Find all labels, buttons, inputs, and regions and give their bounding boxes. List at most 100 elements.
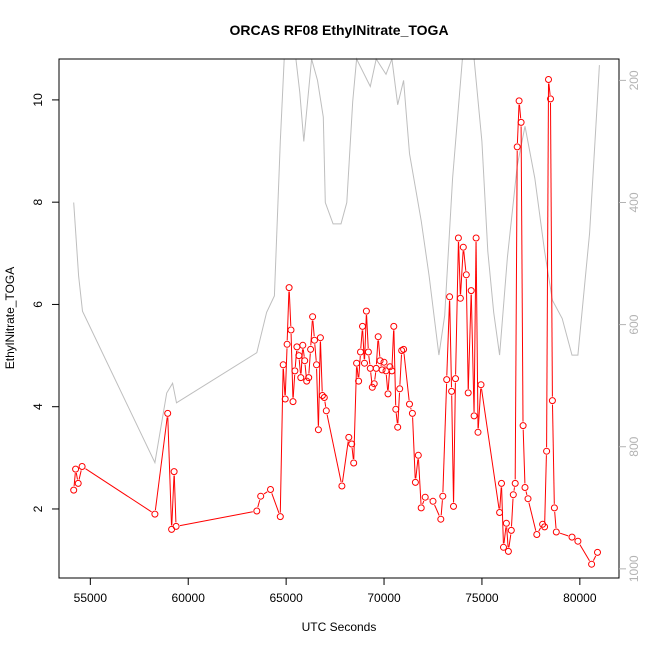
series-line-segment bbox=[475, 241, 479, 429]
series-line-segment bbox=[410, 407, 412, 410]
data-point bbox=[498, 479, 505, 487]
data-point bbox=[496, 509, 504, 516]
series-line-segment bbox=[403, 353, 410, 401]
data-point bbox=[519, 422, 527, 430]
data-point bbox=[417, 504, 425, 512]
data-point bbox=[552, 528, 560, 536]
series-line-segment bbox=[477, 388, 482, 429]
series-line-segment bbox=[525, 491, 528, 496]
series-line-segment bbox=[552, 404, 555, 504]
data-point bbox=[172, 522, 180, 530]
data-point bbox=[594, 548, 601, 556]
data-point bbox=[370, 380, 378, 388]
series-line-segment bbox=[304, 364, 307, 378]
x-tick-label: 80000 bbox=[563, 591, 597, 605]
data-point bbox=[414, 451, 422, 459]
data-point bbox=[437, 515, 445, 523]
series-line-segment bbox=[279, 368, 284, 513]
series-line-segment bbox=[358, 355, 361, 378]
data-point bbox=[311, 336, 318, 344]
data-point bbox=[303, 377, 311, 385]
series-line-segment bbox=[528, 502, 537, 531]
data-point bbox=[281, 395, 289, 403]
y-tick-label: 4 bbox=[31, 403, 45, 410]
series-line-segment bbox=[513, 487, 515, 491]
series-line-segment bbox=[440, 500, 443, 516]
data-point bbox=[362, 307, 370, 315]
data-point bbox=[472, 234, 480, 242]
data-point bbox=[541, 523, 549, 531]
data-point bbox=[464, 389, 472, 397]
series-line-segment bbox=[544, 455, 547, 523]
data-point bbox=[378, 366, 386, 374]
data-point bbox=[70, 486, 78, 494]
data-point bbox=[474, 428, 482, 436]
series-line-segment bbox=[506, 527, 509, 548]
data-point bbox=[293, 343, 301, 351]
data-point bbox=[287, 326, 295, 334]
x-axis-label: UTC Seconds bbox=[302, 620, 377, 634]
data-point bbox=[307, 345, 315, 353]
data-point bbox=[285, 284, 293, 292]
series-line-segment bbox=[351, 447, 354, 460]
y2-tick-label: 1000 bbox=[627, 555, 641, 582]
series-line-segment bbox=[538, 527, 542, 532]
series-line-segment bbox=[385, 374, 389, 390]
x-tick-label: 55000 bbox=[74, 591, 108, 605]
series-line-segment bbox=[548, 83, 551, 95]
data-point bbox=[588, 560, 596, 568]
series-line-segment bbox=[503, 527, 507, 544]
data-point bbox=[320, 394, 328, 401]
series-line-segment bbox=[362, 330, 365, 360]
series-line-segment bbox=[173, 475, 177, 523]
data-point bbox=[309, 313, 317, 321]
data-point bbox=[392, 405, 400, 413]
series-line-segment bbox=[179, 511, 253, 527]
series-line-segment bbox=[393, 330, 397, 406]
data-point bbox=[283, 340, 291, 348]
series-line-segment bbox=[399, 354, 402, 385]
series-line-segment bbox=[422, 500, 425, 505]
data-point bbox=[515, 97, 523, 105]
series-line-segment bbox=[467, 294, 472, 389]
chart-title: ORCAS RF08 EthylNitrate_TOGA bbox=[229, 22, 448, 38]
data-point bbox=[507, 526, 515, 534]
data-point bbox=[316, 334, 324, 342]
series-line-segment bbox=[455, 241, 459, 375]
series-line-segment bbox=[395, 413, 398, 424]
series-line-segment bbox=[73, 473, 76, 487]
data-point bbox=[511, 479, 519, 487]
series-line-segment bbox=[154, 417, 168, 511]
data-point bbox=[421, 493, 429, 501]
y2-tick-label: 600 bbox=[627, 314, 641, 334]
x-tick-label: 70000 bbox=[367, 591, 401, 605]
series-layer bbox=[70, 76, 601, 568]
series-line-segment bbox=[481, 388, 500, 509]
series-line-segment bbox=[387, 370, 391, 390]
data-point bbox=[533, 531, 541, 538]
series-line-segment bbox=[364, 315, 367, 360]
data-point bbox=[408, 409, 416, 417]
data-point bbox=[279, 361, 287, 369]
y2-tick-label: 400 bbox=[627, 192, 641, 212]
series-line-segment bbox=[473, 241, 477, 412]
series-line-segment bbox=[257, 499, 261, 508]
data-point bbox=[550, 504, 558, 512]
series-line-segment bbox=[470, 294, 475, 412]
y-tick-label: 2 bbox=[31, 505, 45, 512]
y-tick-label: 8 bbox=[31, 199, 45, 206]
data-point bbox=[348, 440, 356, 448]
data-point bbox=[372, 364, 380, 372]
series-line-segment bbox=[312, 320, 315, 337]
y-tick-label: 6 bbox=[31, 301, 45, 308]
data-point bbox=[361, 359, 368, 367]
series-line-segment bbox=[442, 383, 448, 493]
series-line-segment bbox=[374, 372, 377, 380]
data-point bbox=[470, 412, 478, 420]
series-line-segment bbox=[519, 104, 522, 119]
data-point bbox=[257, 492, 265, 500]
series-line-segment bbox=[559, 532, 569, 537]
series-line-segment bbox=[324, 401, 327, 407]
data-point bbox=[291, 367, 299, 375]
data-point bbox=[574, 537, 582, 545]
